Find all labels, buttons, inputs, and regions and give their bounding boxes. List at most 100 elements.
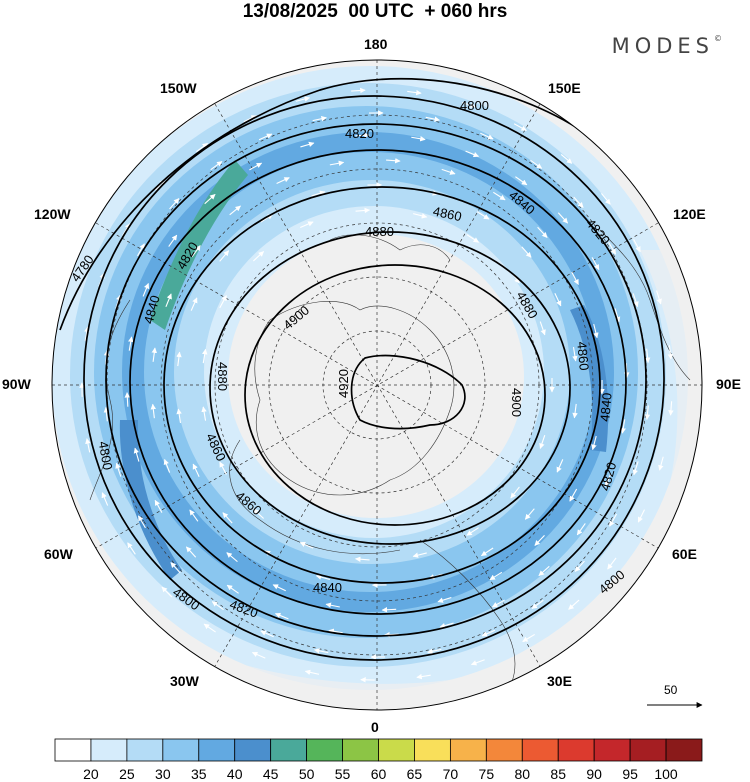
colorbar-swatch [593,738,631,762]
wind-vector [601,193,611,205]
contour-label: 4880 [215,362,230,391]
wind-vector [355,207,371,214]
lon-label-60e: 60E [672,546,697,562]
wind-vector [315,574,331,581]
colorbar-label: 35 [190,766,207,782]
contour-label: 4840 [597,392,614,422]
lon-label-30w: 30W [170,673,199,689]
colorbar-label: 80 [514,766,531,782]
contour-label: 4820 [345,126,374,141]
wind-vector [201,406,207,421]
colorbar-swatch [414,738,451,762]
coastline [599,229,691,381]
wind-vector [534,534,545,546]
wind-vector [168,234,178,247]
jet-core-patch [150,160,248,330]
lon-label-90e: 90E [716,376,741,392]
wind-vector [351,87,366,94]
colorbar-label: 25 [119,766,135,782]
wind-vector [515,176,528,186]
wind-vector [127,542,136,555]
wind-vector [437,596,452,603]
wind-vector [384,631,399,638]
wind-vector [128,336,134,351]
lon-label-120e: 120E [673,206,706,222]
colorbar-label: 75 [478,766,495,782]
wind-vector [133,447,140,462]
wind-vector [329,160,345,166]
wind-vector [571,271,579,285]
wind-vector [462,101,477,108]
brand-mark: © [714,34,722,43]
wind-vector [300,221,314,229]
wind-vector [412,552,427,558]
wind-vector [407,89,422,96]
colorbar-label: 60 [370,766,387,782]
wind-vector [425,116,440,122]
wind-vector [299,541,314,549]
colorbar [54,738,703,762]
lon-label-150e: 150E [548,80,581,96]
contour-4840 [129,149,627,615]
wind-vector [312,116,327,122]
wind-vector [243,115,257,123]
contour-4800 [83,95,665,661]
wind-vectors [79,87,674,683]
contour-label: 4900 [509,388,524,417]
wind-vector [85,438,91,453]
colorbar-swatch [54,738,92,762]
wind-vector [572,403,578,419]
colorbar-swatch [234,738,272,762]
wind-vector [151,347,158,362]
contour-4820 [105,123,647,637]
wind-vector [115,462,122,477]
wind-vector [530,159,543,169]
wind-vector [513,123,527,132]
wind-vector [441,168,456,175]
contour-label: 4800 [460,98,489,113]
wind-vector [196,142,209,153]
wind-vector [124,392,131,407]
colorbar-label: 30 [155,766,171,782]
contour-label: 4880 [365,224,394,239]
wind-vector [531,599,544,610]
wind-vector [314,648,329,654]
colorbar-label: 100 [654,766,678,782]
contour-4860 [163,186,601,584]
wind-vector [274,612,289,620]
wind-vector [656,290,662,305]
wind-vector [210,160,223,171]
wind-vector [189,509,199,522]
wind-vector [620,419,626,434]
wind-vector [203,623,216,633]
wind-vector [439,622,454,629]
wind-vector [304,669,320,676]
height-contours [59,77,665,661]
wind-vector [538,565,550,577]
wind-vector [554,293,562,307]
wind-vector [608,241,617,255]
wind-vector [142,282,150,297]
wind-vector [609,513,618,527]
wind-vector [510,486,520,499]
wind-vector [136,243,145,257]
lon-label-150w: 150W [160,80,197,96]
wind-vector [637,509,645,523]
wind-vector [276,177,290,185]
colorbar-label: 45 [262,766,279,782]
wind-vector [591,257,600,271]
wind-vector [491,599,505,608]
wind-vector [658,456,664,471]
wind-vector [593,324,599,339]
wind-vector [574,560,585,572]
wind-vector [260,630,274,638]
wind-vector [411,136,426,142]
wind-vector [229,205,241,216]
colorbar-swatch [485,738,523,762]
wind-vector [632,461,639,476]
colorbar-swatch [90,738,128,762]
wind-vector [251,651,266,659]
wind-vector [202,348,208,364]
wind-vector [161,586,173,598]
contour-label: 4860 [432,204,463,225]
